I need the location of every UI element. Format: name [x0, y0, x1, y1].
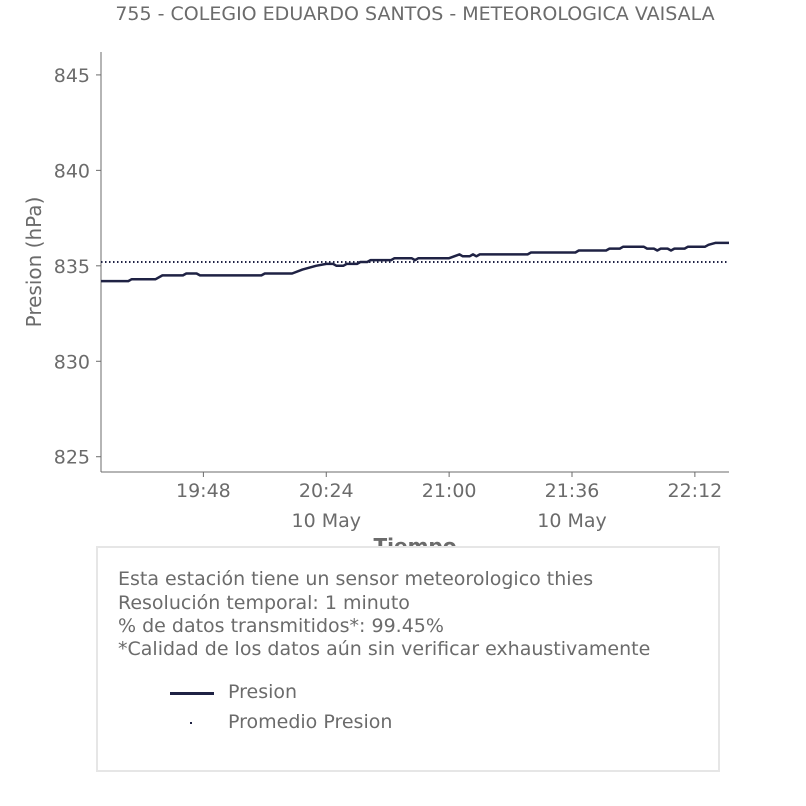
- legend-label-promedio: Promedio Presion: [228, 711, 393, 733]
- y-tick-label: 845: [54, 65, 90, 87]
- x-tick-date-label: 10 May: [537, 510, 607, 532]
- y-tick-label: 830: [54, 351, 90, 373]
- series-presion-line: [101, 241, 729, 283]
- legend-line-swatch: [170, 692, 214, 695]
- x-tick-label: 21:36: [545, 480, 600, 502]
- info-quality-note: *Calidad de los datos aún sin verificar …: [118, 638, 651, 660]
- y-tick-label: 840: [54, 160, 90, 182]
- x-tick-label: 21:00: [422, 480, 477, 502]
- x-tick-label: 22:12: [667, 480, 722, 502]
- info-sensor-text: Esta estación tiene un sensor meteorolog…: [118, 568, 594, 590]
- x-tick-label: 20:24: [299, 480, 354, 502]
- x-tick-label: 19:48: [176, 480, 231, 502]
- info-resolution-text: Resolución temporal: 1 minuto: [118, 592, 410, 614]
- y-tick-label: 835: [54, 256, 90, 278]
- pressure-chart: 825 830 835 840 845 19:48 20:24 10 May 21:00 21:3…: [22, 52, 729, 558]
- y-tick-label: 825: [54, 447, 90, 469]
- legend-label-presion: Presion: [228, 681, 298, 703]
- y-axis-label: Presion (hPa): [22, 197, 46, 328]
- info-transmitted-text: % de datos transmitidos*: 99.45%: [118, 615, 444, 637]
- x-tick-date-label: 10 May: [292, 510, 362, 532]
- info-legend-box: Esta estación tiene un sensor meteorolog…: [96, 546, 720, 772]
- legend-dot-swatch: [190, 722, 192, 724]
- chart-title: 755 - COLEGIO EDUARDO SANTOS - METEOROLO…: [115, 3, 715, 25]
